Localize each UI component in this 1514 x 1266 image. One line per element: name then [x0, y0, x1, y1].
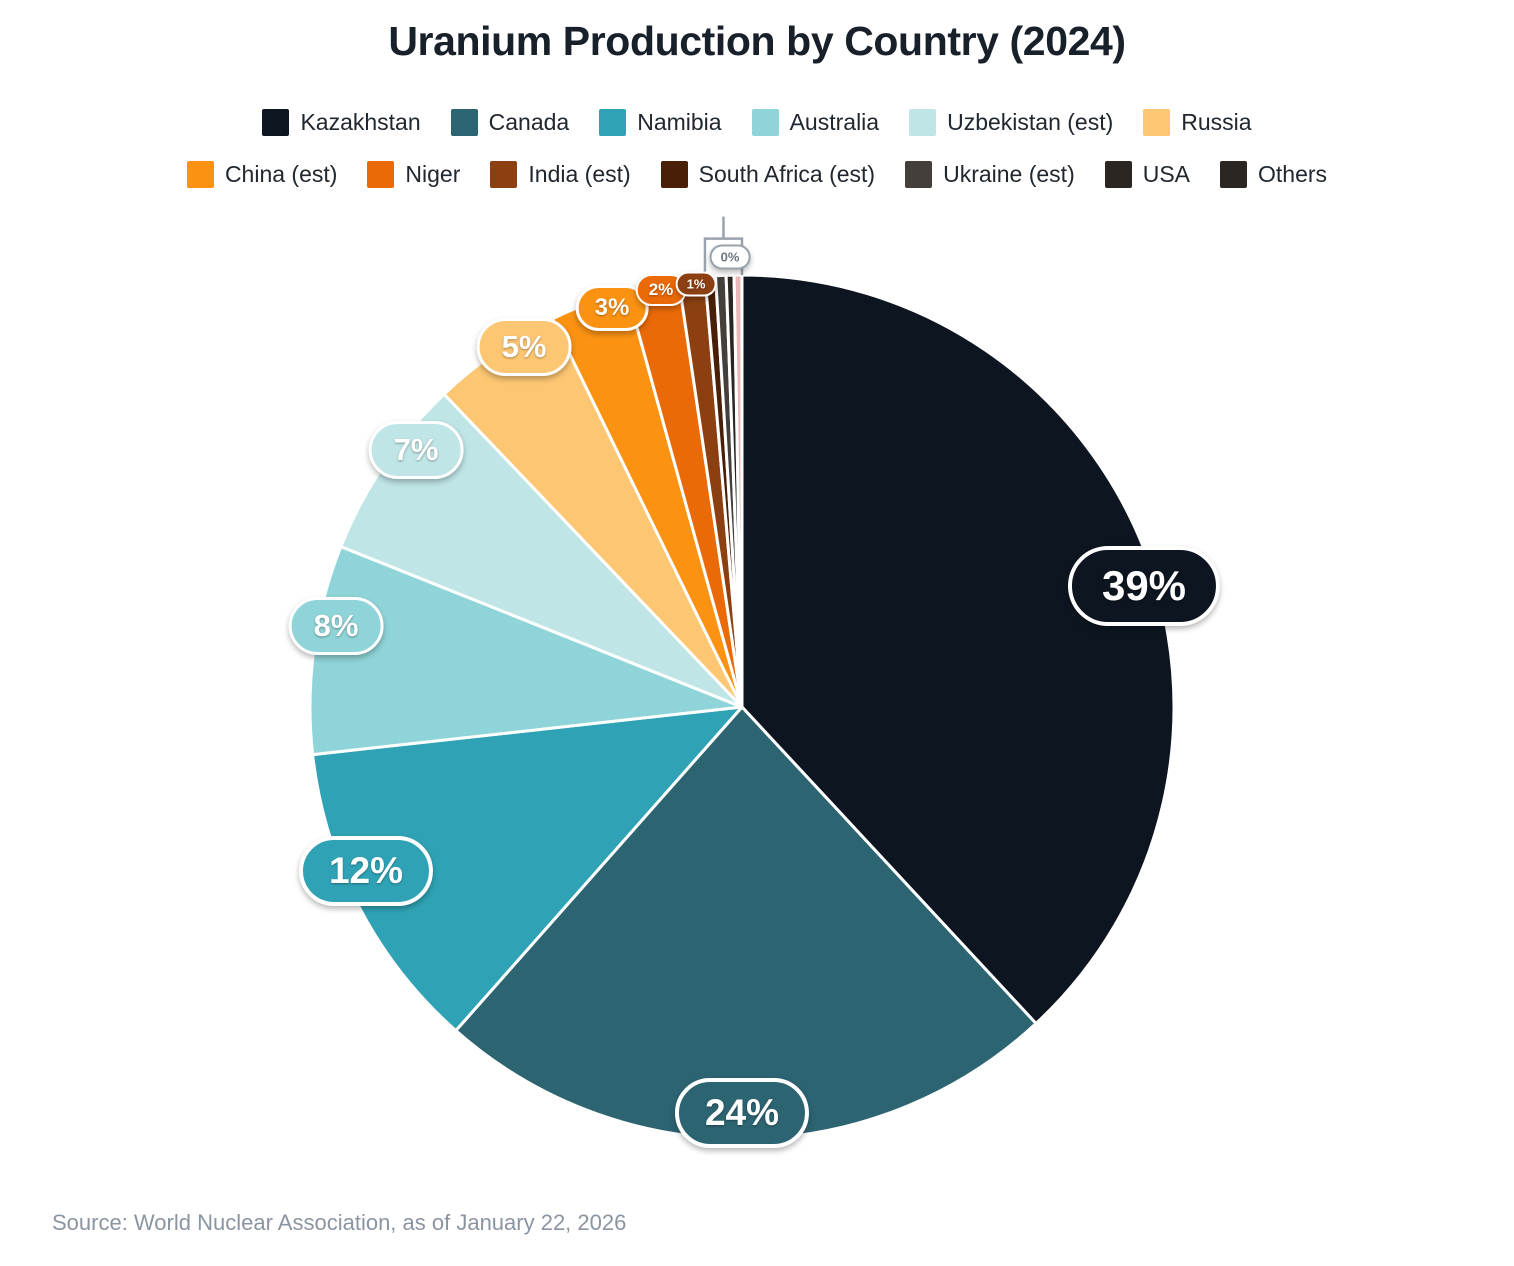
legend-item-label: China (est)	[224, 160, 338, 187]
slice-percent-badge-zero-group: 0%	[709, 244, 751, 270]
legend-swatch-icon	[751, 108, 779, 136]
legend-item-china-est[interactable]: China (est)	[186, 160, 338, 188]
legend-item-australia[interactable]: Australia	[751, 108, 880, 136]
legend-item-label: Others	[1258, 160, 1328, 187]
legend-item-ukraine-est[interactable]: Ukraine (est)	[905, 160, 1075, 188]
legend-item-label: USA	[1142, 160, 1191, 187]
slice-percent-badge-uzbekistan-est: 7%	[368, 421, 464, 479]
legend-swatch-icon	[905, 160, 933, 188]
legend-swatch-icon	[1143, 108, 1171, 136]
pie-svg	[308, 216, 1176, 1141]
legend-item-label: Namibia	[637, 108, 722, 135]
legend-item-label: Australia	[789, 108, 880, 135]
legend-item-canada[interactable]: Canada	[450, 108, 570, 136]
legend-item-label: Ukraine (est)	[943, 160, 1075, 187]
legend-swatch-icon	[186, 160, 214, 188]
slice-percent-badge-namibia: 12%	[298, 836, 434, 906]
legend-item-kazakhstan[interactable]: Kazakhstan	[262, 108, 421, 136]
source-note: Source: World Nuclear Association, as of…	[52, 1210, 627, 1235]
legend-swatch-icon	[660, 160, 688, 188]
page-title: Uranium Production by Country (2024)	[388, 18, 1126, 64]
legend-row-2: China (est) Niger India (est) South Africa …	[60, 148, 1454, 200]
legend-item-others[interactable]: Others	[1220, 160, 1328, 188]
slice-percent-badge-india-est: 1%	[675, 271, 717, 297]
legend-item-label: Russia	[1181, 108, 1252, 135]
legend-item-south-africa-est[interactable]: South Africa (est)	[660, 160, 876, 188]
legend-item-niger[interactable]: Niger	[367, 160, 461, 188]
legend-item-usa[interactable]: USA	[1104, 160, 1191, 188]
legend-swatch-icon	[599, 108, 627, 136]
pie-area	[0, 190, 1514, 1190]
legend-item-label: Niger	[405, 160, 461, 187]
legend-swatch-icon	[450, 108, 478, 136]
legend-row-1: Kazakhstan Canada Namibia Australia Uzbekist…	[60, 96, 1454, 148]
slice-percent-badge-russia: 5%	[476, 318, 572, 376]
legend-item-label: Uzbekistan (est)	[947, 108, 1114, 135]
legend-swatch-icon	[367, 160, 395, 188]
legend-swatch-icon	[909, 108, 937, 136]
legend-item-label: South Africa (est)	[698, 160, 876, 187]
slice-percent-badge-kazakhstan: 39%	[1067, 546, 1221, 626]
legend-swatch-icon	[490, 160, 518, 188]
slice-percent-badge-canada: 24%	[674, 1078, 810, 1148]
legend-item-label: Canada	[488, 108, 570, 135]
slice-percent-badge-australia: 8%	[288, 597, 384, 655]
legend-item-label: India (est)	[528, 160, 631, 187]
chart-legend: Kazakhstan Canada Namibia Australia Uzbekist…	[0, 96, 1514, 200]
legend-item-label: Kazakhstan	[300, 108, 421, 135]
legend-swatch-icon	[262, 108, 290, 136]
legend-item-uzbekistan-est[interactable]: Uzbekistan (est)	[909, 108, 1114, 136]
legend-item-russia[interactable]: Russia	[1143, 108, 1252, 136]
legend-swatch-icon	[1220, 160, 1248, 188]
legend-item-namibia[interactable]: Namibia	[599, 108, 722, 136]
legend-swatch-icon	[1104, 160, 1132, 188]
legend-item-india-est[interactable]: India (est)	[490, 160, 631, 188]
